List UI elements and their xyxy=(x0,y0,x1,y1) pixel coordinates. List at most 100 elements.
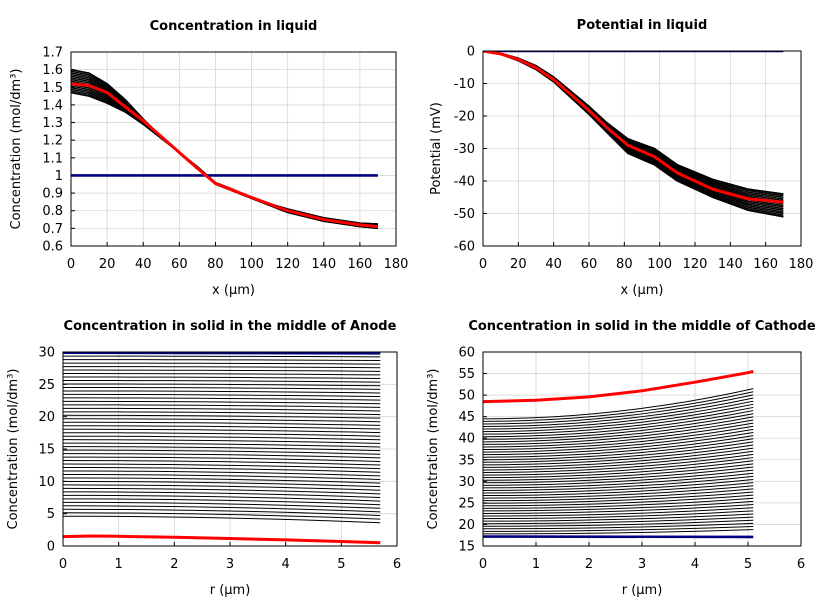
family-curve xyxy=(483,428,754,453)
family-curve xyxy=(483,51,784,208)
y-tick-label: 20 xyxy=(458,518,475,533)
family-curve xyxy=(63,432,381,437)
x-tick-label: 4 xyxy=(282,557,290,572)
family-curve xyxy=(483,522,754,530)
series-line-4 xyxy=(483,51,784,204)
chart-panel-3: 0 1 2 3 4 5 6 0 5 10 15 20 25 30 Concentration in soli… xyxy=(6,319,401,598)
family-curve xyxy=(63,515,381,524)
family-curve xyxy=(483,444,754,466)
y-tick-label: 50 xyxy=(458,389,475,404)
series-line-1 xyxy=(63,352,381,355)
family-curve xyxy=(63,369,381,372)
y-tick-label: 1.3 xyxy=(42,116,63,131)
family-curve xyxy=(63,366,381,369)
x-tick-label: 40 xyxy=(545,257,562,272)
family-curve xyxy=(483,482,754,497)
family-curve xyxy=(71,91,378,225)
family-curve xyxy=(483,485,754,499)
family-curve xyxy=(63,467,381,473)
x-tick-label: 6 xyxy=(797,557,805,572)
family-curve xyxy=(63,393,381,398)
family-curve xyxy=(483,51,784,198)
family-curve xyxy=(63,456,381,462)
x-tick-label: 80 xyxy=(616,257,633,272)
family-curve xyxy=(71,88,378,226)
x-tick-label: 120 xyxy=(275,257,300,272)
family-curve xyxy=(483,500,754,512)
series-line-3 xyxy=(71,68,379,230)
y-tick-label: 0.7 xyxy=(42,222,63,237)
family-curve xyxy=(63,435,381,441)
y-tick-label: -20 xyxy=(454,110,475,125)
family-curve xyxy=(483,400,754,430)
y-tick-label: 1.6 xyxy=(42,63,63,78)
x-tick-label: 160 xyxy=(753,257,778,272)
family-curve xyxy=(63,390,381,394)
family-curve xyxy=(483,51,784,200)
family-curve xyxy=(483,478,754,494)
family-curve xyxy=(63,439,381,444)
family-curve xyxy=(63,484,381,491)
x-axis-label: r (µm) xyxy=(210,583,251,598)
y-tick-label: 10 xyxy=(38,475,55,490)
y-tick-label: -60 xyxy=(454,240,475,255)
series-line-2 xyxy=(483,369,754,404)
family-curve xyxy=(483,466,754,484)
y-tick-label: 0 xyxy=(47,540,55,555)
x-tick-label: 2 xyxy=(170,557,178,572)
family-curve xyxy=(63,512,381,520)
family-curve xyxy=(63,421,381,426)
y-tick-label: 1.5 xyxy=(42,81,63,96)
family-curve xyxy=(483,422,754,448)
y-tick-label: 30 xyxy=(38,346,55,361)
chart-title: Concentration in solid in the middle of … xyxy=(64,319,397,334)
y-tick-label: 60 xyxy=(458,346,475,361)
family-curve xyxy=(483,416,754,443)
x-tick-label: 1 xyxy=(532,557,540,572)
y-tick-label: 1.7 xyxy=(42,46,63,61)
family-curve xyxy=(63,470,381,477)
family-curve xyxy=(483,488,754,502)
family-curve xyxy=(63,505,381,513)
x-tick-label: 0 xyxy=(67,257,75,272)
family-curve xyxy=(483,441,754,463)
x-tick-label: 1 xyxy=(115,557,123,572)
family-curve xyxy=(63,411,381,416)
y-axis-label: Concentration (mol/dm³) xyxy=(426,369,441,530)
series-line-4 xyxy=(71,82,379,229)
family-curve xyxy=(483,507,754,517)
y-tick-label: 45 xyxy=(458,410,475,425)
family-curve xyxy=(483,51,784,197)
family-curve xyxy=(63,376,381,380)
series-line-2 xyxy=(483,51,784,195)
family-curve xyxy=(63,383,381,387)
family-curve xyxy=(63,355,381,358)
family-curve xyxy=(483,494,754,507)
x-axis-label: x (µm) xyxy=(212,283,255,298)
family-curve xyxy=(483,460,754,479)
y-tick-label: 20 xyxy=(38,410,55,425)
family-curve xyxy=(63,400,381,405)
family-curve xyxy=(63,508,381,517)
family-curve xyxy=(483,472,754,489)
y-tick-label: 1 xyxy=(55,169,63,184)
family-curve xyxy=(483,419,754,445)
family-curve xyxy=(63,494,381,502)
y-tick-label: 1.2 xyxy=(42,134,63,149)
chart-panel-4: 0 1 2 3 4 5 615202530354045505560Concentration… xyxy=(426,319,816,598)
family-curve xyxy=(483,469,754,486)
chart-title: Potential in liquid xyxy=(577,18,708,33)
family-curve xyxy=(63,446,381,452)
family-curve xyxy=(63,449,381,455)
family-curve xyxy=(63,386,381,390)
x-tick-label: 3 xyxy=(638,557,646,572)
y-tick-label: 25 xyxy=(458,496,475,511)
family-curve xyxy=(63,463,381,470)
plot-frame xyxy=(62,351,398,547)
y-axis-label: Potential (mV) xyxy=(429,102,444,195)
y-tick-label: 55 xyxy=(458,367,475,382)
x-tick-label: 60 xyxy=(581,257,598,272)
y-tick-label: 35 xyxy=(458,453,475,468)
y-tick-label: 5 xyxy=(47,507,55,522)
